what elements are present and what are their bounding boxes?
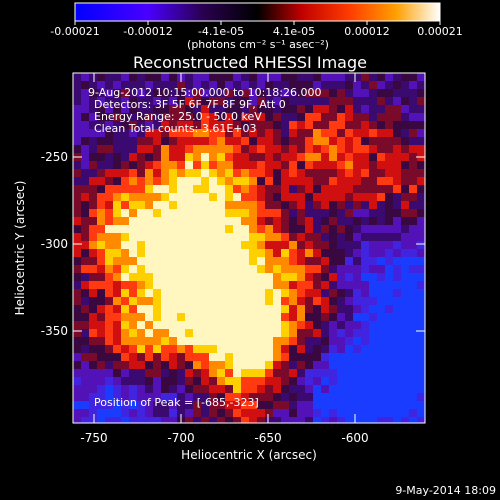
peak-position-label: Position of Peak = [-685,-323] [94,396,259,409]
plot-frame [72,72,426,424]
x-tick-label: -600 [341,431,368,445]
x-axis-ticks [93,73,356,423]
y-axis-label: Heliocentric Y (arcsec) [13,181,27,316]
colorbar-tick-label: -0.00021 [50,25,99,38]
rhessi-image [73,73,425,423]
annotation-time-range: 9-Aug-2012 10:15:00.000 to 10:18:26.000 [88,86,322,99]
annotation-clean-counts: Clean Total counts: 3.61E+03 [94,122,257,135]
colorbar-tick-label: 0.00012 [344,25,390,38]
x-tick-label: -700 [167,431,194,445]
x-tick-label: -650 [254,431,281,445]
annotation-energy-range: Energy Range: 25.0 - 50.0 keV [94,110,262,123]
x-tick-label: -750 [80,431,107,445]
colorbar-tick-label: -4.1e-05 [198,25,244,38]
colorbar: -0.00021 -0.00012 -4.1e-05 4.1e-05 0.000… [50,2,463,51]
x-axis-label: Heliocentric X (arcsec) [181,448,317,462]
y-tick-label: -300 [41,237,68,251]
y-tick-label: -350 [41,324,68,338]
y-axis-ticks [73,156,425,332]
colorbar-tick-label: 0.00021 [417,25,463,38]
colorbar-tick-label: -0.00012 [123,25,172,38]
image-pixels [73,73,425,423]
colorbar-tick-label: 4.1e-05 [273,25,315,38]
footer-timestamp: 9-May-2014 18:09 [395,484,496,497]
y-tick-label: -250 [41,150,68,164]
plot-title: Reconstructed RHESSI Image [133,53,367,72]
colorbar-gradient [74,2,441,22]
colorbar-ticks [74,21,441,25]
observation-annotation: 9-Aug-2012 10:15:00.000 to 10:18:26.000 … [88,86,322,135]
colorbar-unit-label: (photons cm⁻² s⁻¹ asec⁻²) [187,38,329,51]
annotation-detectors: Detectors: 3F 5F 6F 7F 8F 9F, Att 0 [94,98,286,111]
